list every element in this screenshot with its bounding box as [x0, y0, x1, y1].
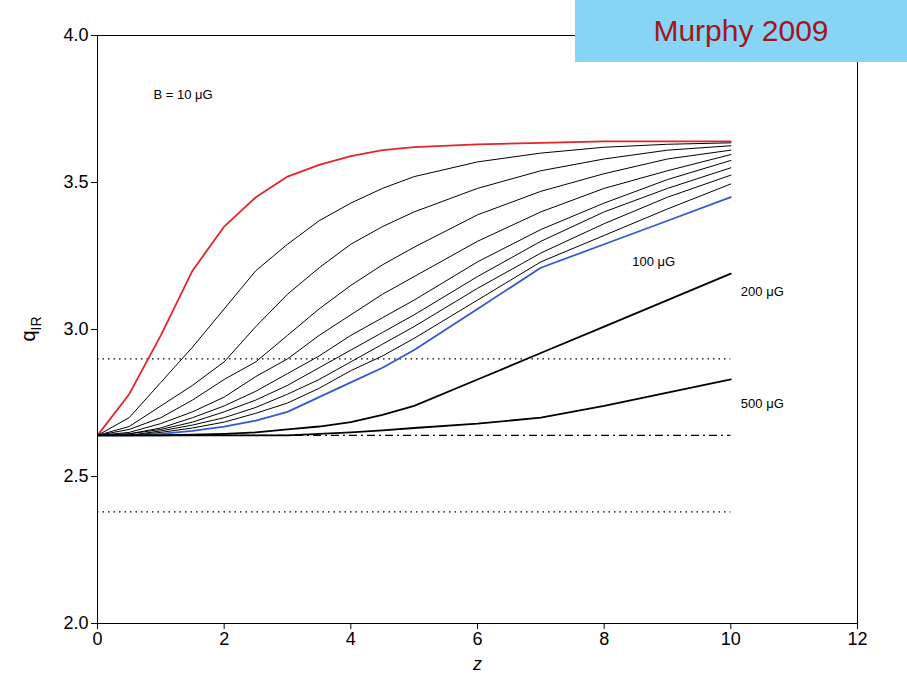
svg-text:12: 12: [847, 629, 867, 649]
svg-text:6: 6: [472, 629, 482, 649]
svg-text:z: z: [472, 654, 482, 674]
svg-text:2.0: 2.0: [63, 613, 88, 633]
svg-text:3.0: 3.0: [63, 319, 88, 339]
svg-text:4.0: 4.0: [63, 25, 88, 45]
svg-text:2.5: 2.5: [63, 466, 88, 486]
svg-text:200 μG: 200 μG: [741, 284, 784, 299]
svg-text:B = 10 μG: B = 10 μG: [154, 87, 213, 102]
svg-text:3.5: 3.5: [63, 172, 88, 192]
svg-text:0: 0: [92, 629, 102, 649]
svg-text:10: 10: [721, 629, 741, 649]
svg-text:2: 2: [219, 629, 229, 649]
svg-text:8: 8: [599, 629, 609, 649]
html-text:Murphy 2009: Murphy 2009: [653, 14, 829, 47]
svg-text:qIR: qIR: [17, 316, 44, 341]
svg-text:500 μG: 500 μG: [741, 396, 784, 411]
svg-text:100 μG: 100 μG: [632, 254, 675, 269]
svg-text:4: 4: [346, 629, 356, 649]
